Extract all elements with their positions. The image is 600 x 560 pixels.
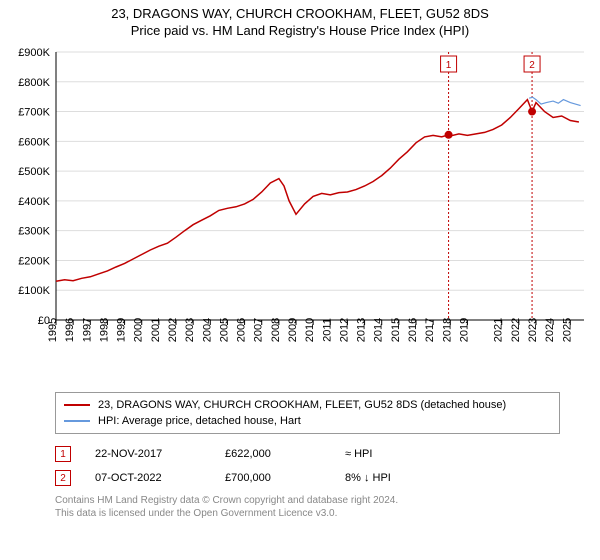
x-tick-label: 2025 — [561, 318, 573, 342]
y-tick-label: £400K — [18, 196, 50, 208]
transaction-diff: ≈ HPI — [345, 448, 445, 460]
x-tick-label: 1997 — [81, 318, 93, 342]
transaction-badge: 2 — [55, 470, 71, 486]
x-tick-label: 2022 — [510, 318, 522, 342]
transaction-price: £622,000 — [225, 448, 345, 460]
x-tick-label: 2003 — [184, 318, 196, 342]
marker-badge-label: 1 — [446, 60, 452, 71]
legend-swatch — [64, 420, 90, 422]
x-tick-label: 2006 — [236, 318, 248, 342]
x-tick-label: 2008 — [270, 318, 282, 342]
footer-line-2: This data is licensed under the Open Gov… — [55, 507, 560, 520]
footer-attribution: Contains HM Land Registry data © Crown c… — [55, 494, 560, 520]
y-tick-label: £600K — [18, 136, 50, 148]
transaction-price: £700,000 — [225, 472, 345, 484]
x-tick-label: 2024 — [544, 318, 556, 342]
y-tick-label: £500K — [18, 166, 50, 178]
x-tick-label: 2011 — [321, 318, 333, 342]
footer-line-1: Contains HM Land Registry data © Crown c… — [55, 494, 560, 507]
transaction-date: 07-OCT-2022 — [95, 472, 225, 484]
chart-container: 23, DRAGONS WAY, CHURCH CROOKHAM, FLEET,… — [0, 0, 600, 560]
legend-swatch — [64, 404, 90, 406]
x-tick-label: 2002 — [167, 318, 179, 342]
legend: 23, DRAGONS WAY, CHURCH CROOKHAM, FLEET,… — [55, 392, 560, 434]
y-tick-label: £900K — [18, 47, 50, 59]
x-tick-label: 2015 — [390, 318, 402, 342]
legend-label: 23, DRAGONS WAY, CHURCH CROOKHAM, FLEET,… — [98, 399, 506, 411]
x-tick-label: 1996 — [64, 318, 76, 342]
x-tick-label: 2001 — [150, 318, 162, 342]
legend-item: 23, DRAGONS WAY, CHURCH CROOKHAM, FLEET,… — [64, 397, 551, 413]
title-area: 23, DRAGONS WAY, CHURCH CROOKHAM, FLEET,… — [0, 0, 600, 40]
transaction-diff: 8% ↓ HPI — [345, 472, 445, 484]
y-tick-label: £300K — [18, 226, 50, 238]
y-tick-label: £100K — [18, 285, 50, 297]
transaction-row: 1 22-NOV-2017£622,000≈ HPI — [55, 442, 560, 466]
transaction-date: 22-NOV-2017 — [95, 448, 225, 460]
x-tick-label: 2023 — [527, 318, 539, 342]
chart-title: 23, DRAGONS WAY, CHURCH CROOKHAM, FLEET,… — [8, 6, 592, 21]
x-tick-label: 1995 — [47, 318, 59, 342]
y-tick-label: £800K — [18, 77, 50, 89]
x-tick-label: 1998 — [98, 318, 110, 342]
chart-plot-area: £0£100K£200K£300K£400K£500K£600K£700K£80… — [8, 44, 592, 384]
x-tick-label: 2009 — [287, 318, 299, 342]
legend-item: HPI: Average price, detached house, Hart — [64, 413, 551, 429]
transaction-row: 2 07-OCT-2022£700,0008% ↓ HPI — [55, 466, 560, 490]
y-tick-label: £700K — [18, 107, 50, 119]
marker-badge-label: 2 — [529, 60, 535, 71]
transaction-marker — [445, 131, 453, 139]
transaction-marker — [528, 108, 536, 116]
x-tick-label: 2004 — [201, 318, 213, 342]
series-property — [56, 100, 579, 282]
x-tick-label: 2014 — [373, 318, 385, 342]
transaction-table: 1 22-NOV-2017£622,000≈ HPI 2 07-OCT-2022£70… — [55, 442, 560, 490]
x-tick-label: 1999 — [116, 318, 128, 342]
y-tick-label: £200K — [18, 255, 50, 267]
chart-subtitle: Price paid vs. HM Land Registry's House … — [8, 23, 592, 38]
x-tick-label: 2019 — [458, 318, 470, 342]
legend-label: HPI: Average price, detached house, Hart — [98, 415, 301, 427]
x-tick-label: 2007 — [253, 318, 265, 342]
chart-svg: £0£100K£200K£300K£400K£500K£600K£700K£80… — [8, 44, 592, 384]
x-tick-label: 2010 — [304, 318, 316, 342]
x-tick-label: 2013 — [356, 318, 368, 342]
x-tick-label: 2018 — [441, 318, 453, 342]
x-tick-label: 2000 — [133, 318, 145, 342]
x-tick-label: 2005 — [218, 318, 230, 342]
transaction-badge: 1 — [55, 446, 71, 462]
x-tick-label: 2016 — [407, 318, 419, 342]
x-tick-label: 2012 — [338, 318, 350, 342]
x-tick-label: 2017 — [424, 318, 436, 342]
x-tick-label: 2021 — [493, 318, 505, 342]
